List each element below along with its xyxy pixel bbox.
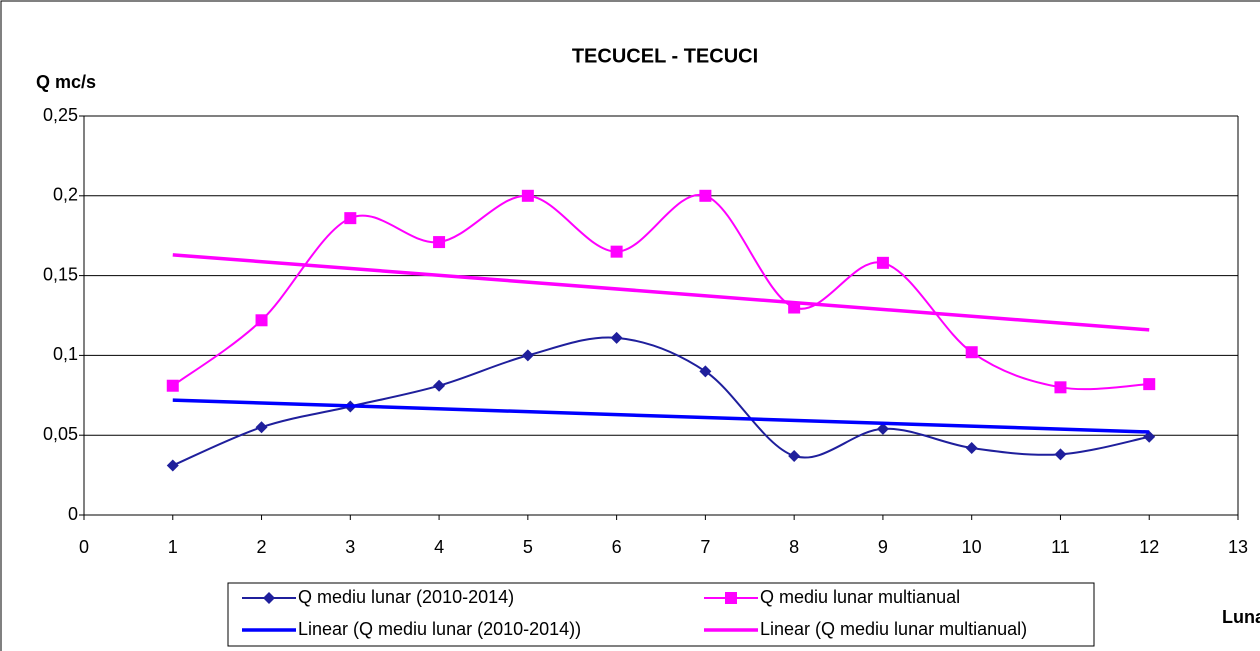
x-tick-label: 13: [1228, 537, 1248, 557]
data-point: [255, 314, 268, 327]
x-tick-label: 12: [1139, 537, 1159, 557]
x-tick-label: 4: [434, 537, 444, 557]
data-point: [610, 331, 623, 344]
y-tick-label: 0,05: [43, 424, 78, 444]
data-point: [965, 441, 978, 454]
data-point: [521, 189, 534, 202]
legend-label: Q mediu lunar (2010-2014): [298, 587, 514, 607]
x-tick-label: 1: [168, 537, 178, 557]
data-point: [166, 459, 179, 472]
x-tick-label: 11: [1051, 537, 1070, 557]
chart-title: TECUCEL - TECUCI: [572, 45, 758, 67]
x-tick-label: 0: [79, 537, 89, 557]
data-point: [1143, 378, 1156, 391]
data-point: [521, 349, 534, 362]
data-point: [965, 346, 978, 359]
data-point: [699, 189, 712, 202]
data-point: [344, 212, 357, 225]
x-tick-label: 6: [612, 537, 622, 557]
y-tick-label: 0,2: [53, 185, 78, 205]
x-axis-label: Luna: [1222, 607, 1260, 627]
x-tick-label: 5: [523, 537, 533, 557]
data-point: [699, 365, 712, 378]
data-point: [433, 379, 446, 392]
data-point: [1054, 381, 1067, 394]
data-point: [610, 245, 623, 258]
legend-label: Linear (Q mediu lunar (2010-2014)): [298, 619, 581, 639]
legend-marker: [263, 592, 275, 604]
data-point: [1054, 448, 1067, 461]
y-tick-label: 0: [68, 504, 78, 524]
trend-line: [172, 398, 1150, 434]
x-tick-label: 8: [789, 537, 799, 557]
legend-label: Q mediu lunar multianual: [760, 587, 960, 607]
y-axis-label: Q mc/s: [36, 72, 96, 92]
data-point: [255, 421, 268, 434]
data-point: [166, 379, 179, 392]
data-point: [876, 256, 889, 269]
data-point: [1143, 430, 1156, 443]
data-point: [788, 449, 801, 462]
x-tick-label: 10: [962, 537, 982, 557]
legend-label: Linear (Q mediu lunar multianual): [760, 619, 1027, 639]
x-tick-label: 9: [878, 537, 888, 557]
legend-box: [227, 582, 1095, 647]
x-tick-label: 2: [257, 537, 267, 557]
data-point: [876, 422, 889, 435]
x-tick-label: 3: [345, 537, 355, 557]
data-point: [433, 236, 446, 249]
y-tick-label: 0,1: [53, 344, 78, 364]
y-tick-label: 0,25: [43, 105, 78, 125]
x-tick-label: 7: [700, 537, 710, 557]
trend-line: [172, 253, 1150, 332]
y-tick-label: 0,15: [43, 264, 78, 284]
legend-marker: [725, 592, 737, 604]
